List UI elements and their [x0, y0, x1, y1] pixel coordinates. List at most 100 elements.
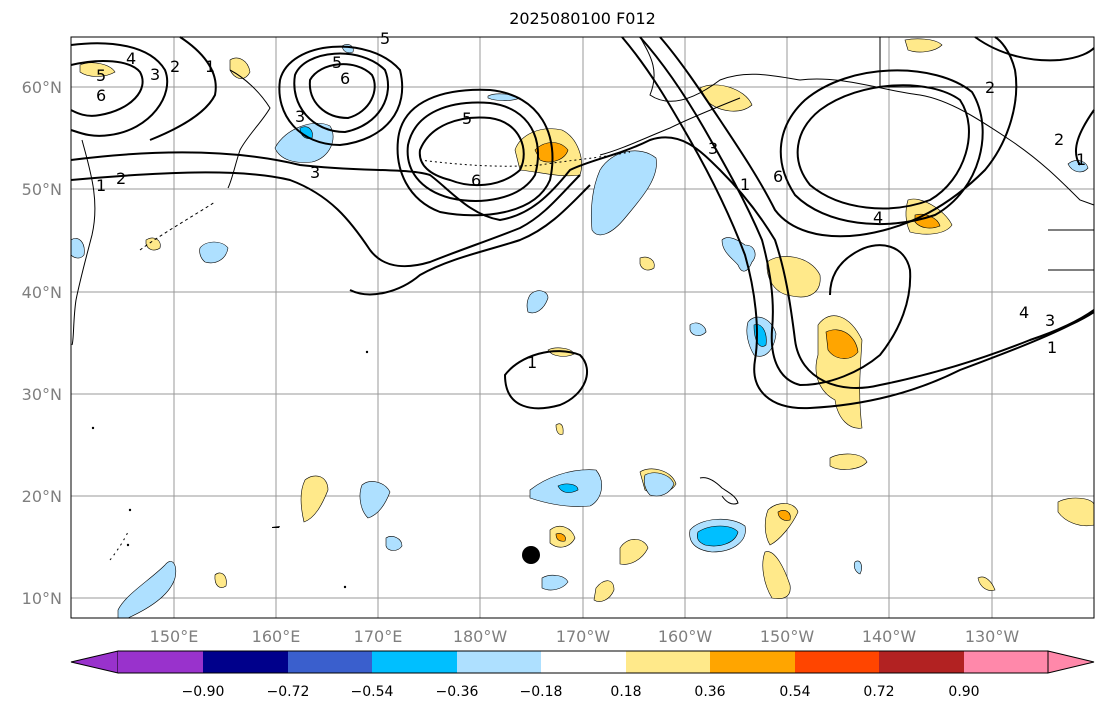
lat-label: 30°N — [22, 385, 62, 404]
colorbar-tick-label: −0.72 — [267, 684, 310, 700]
contour-label: 1 — [1076, 150, 1086, 169]
anomaly-region — [825, 329, 859, 359]
colorbar-bin — [457, 651, 541, 673]
contour-label: 5 — [380, 29, 390, 48]
anomaly-region — [904, 38, 943, 53]
colorbar-tick-label: −0.36 — [436, 684, 479, 700]
anomaly-region — [557, 483, 579, 493]
anomaly-region — [214, 572, 227, 588]
anomaly-region — [689, 322, 707, 336]
colorbar-bin — [118, 651, 203, 673]
islands — [91, 350, 369, 589]
anomaly-region — [1067, 160, 1089, 173]
contour-label: 1 — [1047, 338, 1057, 357]
contour-line — [621, 36, 1095, 410]
contour-line — [1075, 109, 1095, 166]
contour-line — [974, 36, 1095, 62]
colorbar-tick-label: 0.90 — [948, 684, 979, 700]
map-title: 2025080100 F012 — [509, 9, 656, 28]
contour-label: 2 — [170, 57, 180, 76]
anomaly-region — [829, 453, 868, 470]
anomaly-region — [79, 62, 116, 77]
island — [272, 526, 280, 528]
anomaly-region — [762, 551, 791, 599]
anomaly-region — [593, 580, 615, 602]
contour-label: 4 — [873, 208, 883, 227]
coastline — [227, 69, 271, 189]
anomaly-region — [639, 256, 655, 271]
contour-label: 6 — [471, 171, 481, 190]
anomaly-region — [199, 241, 229, 264]
contour-labels: 5 6 4 3 2 1 1 2 3 6 5 5 3 6 1 3 5 6 4 2 … — [96, 29, 1086, 372]
anomaly-region — [300, 475, 329, 523]
contours — [70, 36, 1095, 410]
lon-label: 130°W — [965, 627, 1020, 646]
longitude-labels: 150°E 160°E 170°E 180°W 170°W 160°W 150°… — [150, 627, 1020, 646]
contour-label: 2 — [116, 169, 126, 188]
contour-label: 1 — [205, 57, 215, 76]
contour-label: 1 — [740, 175, 750, 194]
contour-line — [149, 36, 217, 141]
colorbar-ticks: −0.90 −0.72 −0.54 −0.36 −0.18 0.18 0.36 … — [182, 684, 980, 700]
coastline — [1048, 229, 1094, 271]
contour-label: 3 — [295, 107, 305, 126]
lat-label: 10°N — [22, 589, 62, 608]
coastline — [71, 139, 96, 346]
contour-line — [349, 184, 591, 296]
anomaly-region — [853, 560, 862, 575]
location-marker — [522, 546, 540, 564]
contour-line — [308, 63, 376, 120]
island — [365, 350, 369, 354]
lon-label: 170°W — [556, 627, 611, 646]
anomaly-region — [385, 536, 403, 551]
anomaly-region — [777, 510, 791, 521]
colorbar-bin — [203, 651, 288, 673]
colorbar-tick-label: 0.36 — [694, 684, 725, 700]
contour-line — [406, 101, 539, 202]
colorbar-bin — [626, 651, 710, 673]
colorbar-tick-label: −0.54 — [351, 684, 394, 700]
colorbar-bin — [541, 651, 626, 673]
colorbar-tick-label: 0.54 — [779, 684, 810, 700]
contour-line — [396, 88, 554, 217]
contour-line — [70, 42, 169, 137]
anomaly-region — [555, 533, 566, 542]
island — [126, 543, 130, 547]
island — [128, 508, 132, 512]
coastline — [699, 477, 739, 505]
latitude-labels: 60°N 50°N 40°N 30°N 20°N 10°N — [22, 78, 62, 608]
contour-label: 3 — [150, 65, 160, 84]
contour-line — [70, 136, 1095, 389]
anomaly-region — [555, 423, 564, 435]
colorbar — [70, 650, 1095, 674]
contour-line — [779, 69, 984, 226]
contour-label: 3 — [708, 139, 718, 158]
contour-label: 5 — [96, 66, 106, 85]
colorbar-extend-high — [1047, 650, 1095, 674]
coastline — [639, 36, 1095, 206]
colorbar-bin — [372, 651, 457, 673]
contour-line — [503, 350, 589, 410]
contour-label: 5 — [332, 53, 342, 72]
contour-label: 4 — [1019, 303, 1029, 322]
colorbar-extend-low — [70, 650, 119, 674]
contour-label: 6 — [773, 167, 783, 186]
contour-label: 5 — [462, 109, 472, 128]
colorbar-tick-label: 0.18 — [610, 684, 641, 700]
lon-label: 150°W — [760, 627, 815, 646]
anomaly-region — [70, 238, 85, 259]
contour-line — [293, 52, 390, 134]
coastline — [419, 151, 631, 167]
lon-label: 170°E — [354, 627, 403, 646]
contour-line — [639, 36, 912, 387]
lon-label: 140°W — [862, 627, 917, 646]
lon-label: 160°E — [252, 627, 301, 646]
lat-label: 60°N — [22, 78, 62, 97]
island — [91, 426, 95, 430]
colorbar-tick-label: 0.72 — [863, 684, 894, 700]
contour-label: 2 — [1054, 130, 1064, 149]
colorbar-bin — [795, 651, 879, 673]
colorbar-bin — [288, 651, 372, 673]
contour-line — [418, 116, 525, 187]
